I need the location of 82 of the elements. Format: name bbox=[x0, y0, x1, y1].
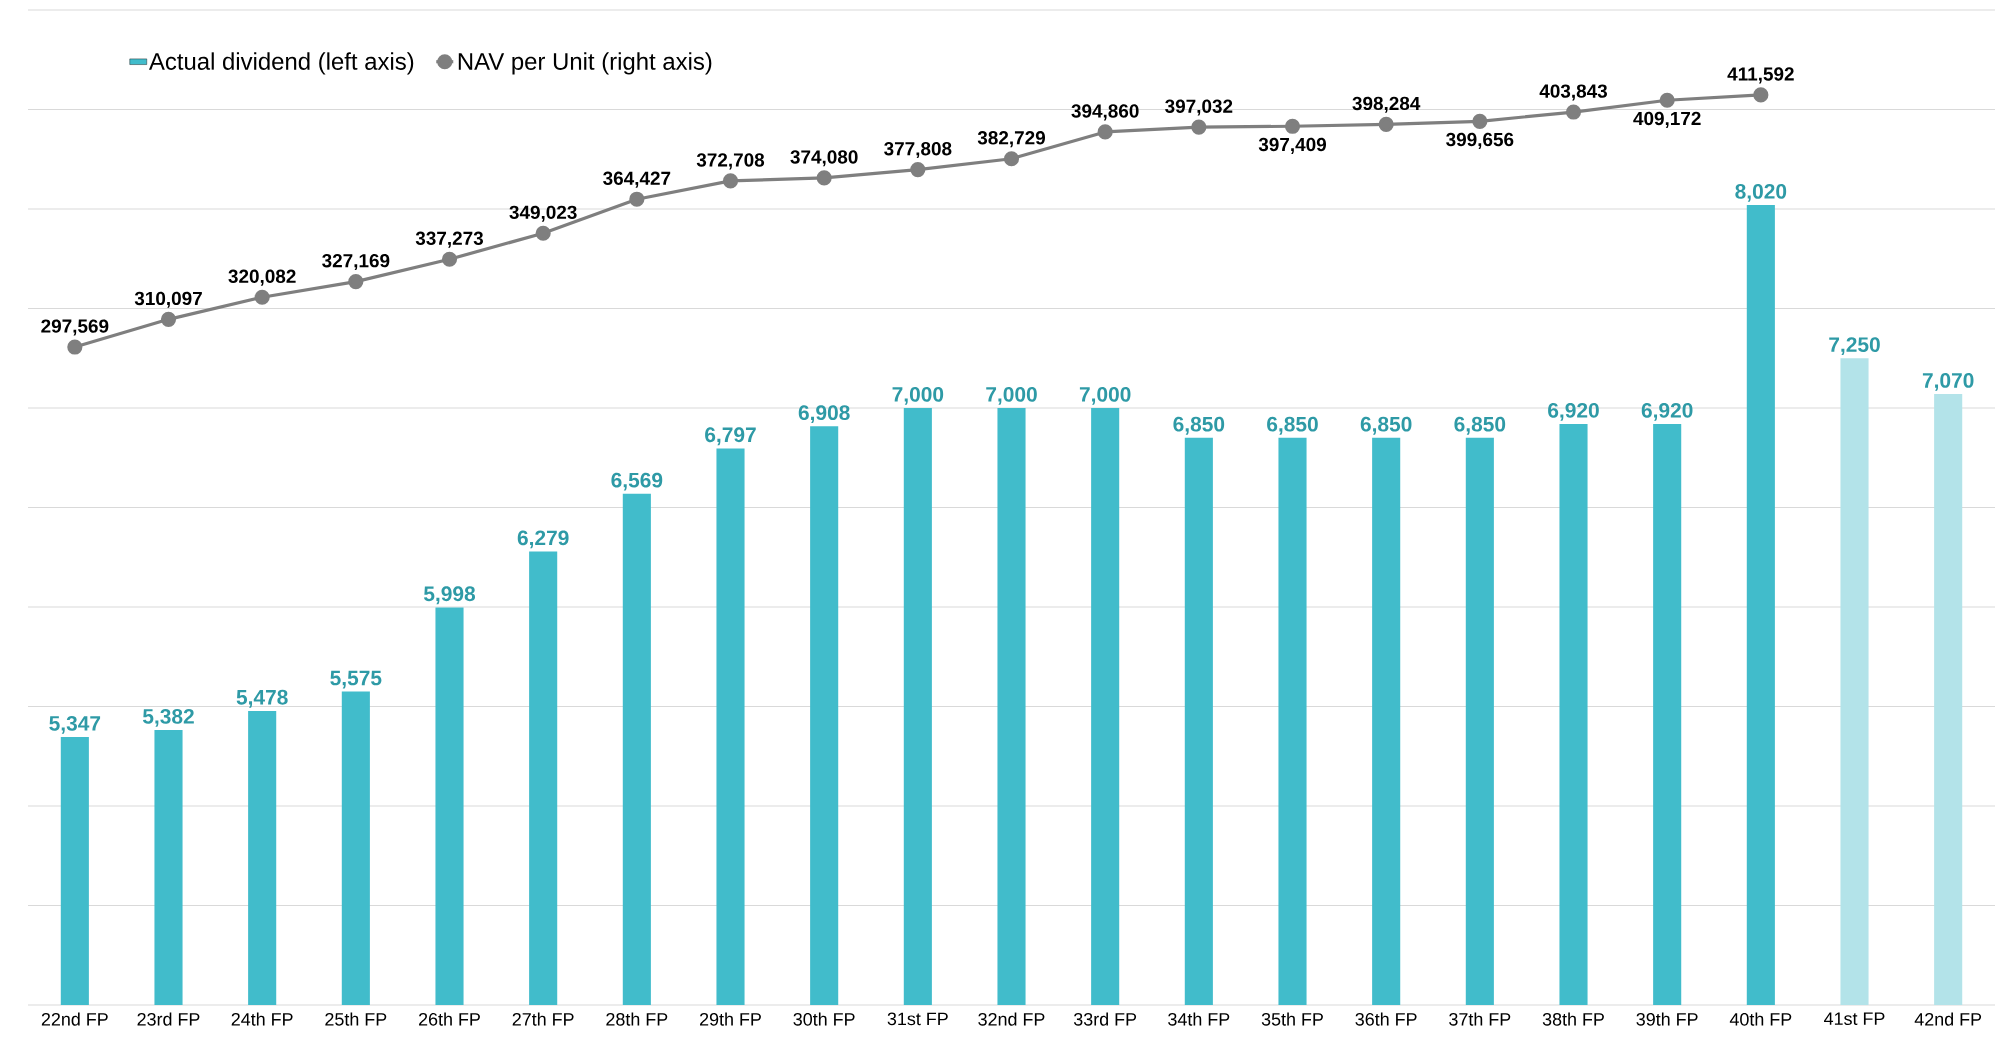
point bbox=[441, 251, 458, 267]
point bbox=[722, 173, 739, 189]
data-label: 5,575 bbox=[330, 670, 382, 689]
data-label: 6,797 bbox=[705, 427, 756, 446]
data-label: 397,409 bbox=[1258, 137, 1327, 154]
data-label: 7,000 bbox=[1079, 386, 1131, 405]
point bbox=[1378, 116, 1394, 132]
data-label: 6,850 bbox=[1267, 416, 1318, 435]
x-tick-label: 22nd FP bbox=[41, 1012, 108, 1026]
data-label: 398,284 bbox=[1352, 96, 1421, 113]
data-label: 7,000 bbox=[892, 386, 944, 405]
x-tick-label: 30th FP bbox=[793, 1012, 855, 1026]
data-label: 6,569 bbox=[611, 472, 663, 491]
x-tick-label: 29th FP bbox=[700, 1012, 761, 1026]
x-tick-label: 34th FP bbox=[1168, 1012, 1230, 1026]
data-label: 5,998 bbox=[423, 586, 476, 605]
data-label: 411,592 bbox=[1727, 67, 1794, 84]
x-tick-label: 35th FP bbox=[1261, 1012, 1323, 1026]
data-label: 6,920 bbox=[1548, 402, 1599, 421]
point bbox=[1565, 104, 1582, 120]
x-tick-label: 25th FP bbox=[325, 1012, 387, 1026]
data-label: 310,097 bbox=[134, 291, 202, 308]
data-label: 320,082 bbox=[228, 269, 296, 286]
data-label: 6,850 bbox=[1360, 416, 1412, 435]
point bbox=[1472, 113, 1488, 129]
data-label: 6,850 bbox=[1173, 416, 1225, 435]
point bbox=[1097, 124, 1113, 140]
data-label: 364,427 bbox=[603, 171, 671, 188]
x-tick-label: 28th FP bbox=[606, 1012, 668, 1026]
x-tick-label: 38th FP bbox=[1542, 1012, 1604, 1026]
x-tick-label: 37th FP bbox=[1449, 1012, 1511, 1026]
point bbox=[910, 162, 926, 178]
x-tick-label: 27th FP bbox=[512, 1012, 574, 1026]
point bbox=[1753, 87, 1769, 103]
data-label: 377,808 bbox=[884, 141, 952, 159]
data-label: 394,860 bbox=[1071, 104, 1139, 121]
point bbox=[1659, 92, 1675, 108]
legend-label: Actual dividend (left axis) bbox=[148, 52, 414, 75]
x-tick-label: 33rd FP bbox=[1073, 1012, 1137, 1026]
point bbox=[160, 311, 177, 327]
point bbox=[254, 289, 270, 305]
point bbox=[1191, 119, 1207, 135]
point bbox=[67, 339, 83, 355]
point bbox=[1284, 118, 1301, 134]
data-label: 5,478 bbox=[236, 689, 288, 708]
data-label: 403,843 bbox=[1539, 84, 1608, 101]
x-tick-label: 26th FP bbox=[419, 1012, 480, 1026]
x-tick-label: 23rd FP bbox=[137, 1012, 200, 1026]
data-label: 8,020 bbox=[1735, 183, 1787, 202]
data-label: 6,279 bbox=[517, 530, 569, 549]
point bbox=[629, 191, 645, 207]
data-label: 327,169 bbox=[322, 253, 390, 271]
data-label: 297,569 bbox=[41, 319, 109, 336]
data-label: 397,032 bbox=[1165, 99, 1233, 116]
point bbox=[348, 274, 364, 290]
data-label: 5,347 bbox=[49, 715, 101, 734]
data-label: 374,080 bbox=[790, 150, 858, 167]
point bbox=[535, 225, 551, 241]
x-tick-label: 36th FP bbox=[1355, 1012, 1417, 1026]
x-tick-label: 42nd FP bbox=[1914, 1012, 1982, 1026]
data-label: 7,000 bbox=[986, 386, 1037, 405]
x-tick-label: 41st FP bbox=[1824, 1012, 1885, 1026]
x-tick-label: 24th FP bbox=[231, 1012, 293, 1026]
legend-label: NAV per Unit (right axis) bbox=[458, 52, 712, 75]
x-tick-label: 31st FP bbox=[887, 1012, 948, 1026]
data-label: 6,908 bbox=[798, 405, 850, 424]
data-label: 6,850 bbox=[1454, 416, 1506, 435]
x-tick-label: 32nd FP bbox=[978, 1012, 1045, 1026]
point bbox=[816, 170, 832, 186]
data-label: 349,023 bbox=[509, 205, 577, 222]
data-label: 409,172 bbox=[1633, 111, 1701, 128]
data-label: 399,656 bbox=[1446, 132, 1514, 149]
data-label: 5,382 bbox=[142, 708, 194, 727]
data-label: 7,070 bbox=[1922, 373, 1974, 391]
data-label: 382,729 bbox=[977, 131, 1045, 148]
data-label: 337,273 bbox=[415, 231, 484, 248]
data-label: 7,250 bbox=[1829, 337, 1880, 356]
point bbox=[1003, 151, 1020, 167]
x-tick-label: 40th FP bbox=[1729, 1012, 1792, 1026]
data-label: 372,708 bbox=[696, 153, 765, 170]
data-label: 6,920 bbox=[1641, 402, 1693, 421]
x-tick-label: 39th FP bbox=[1636, 1012, 1698, 1026]
